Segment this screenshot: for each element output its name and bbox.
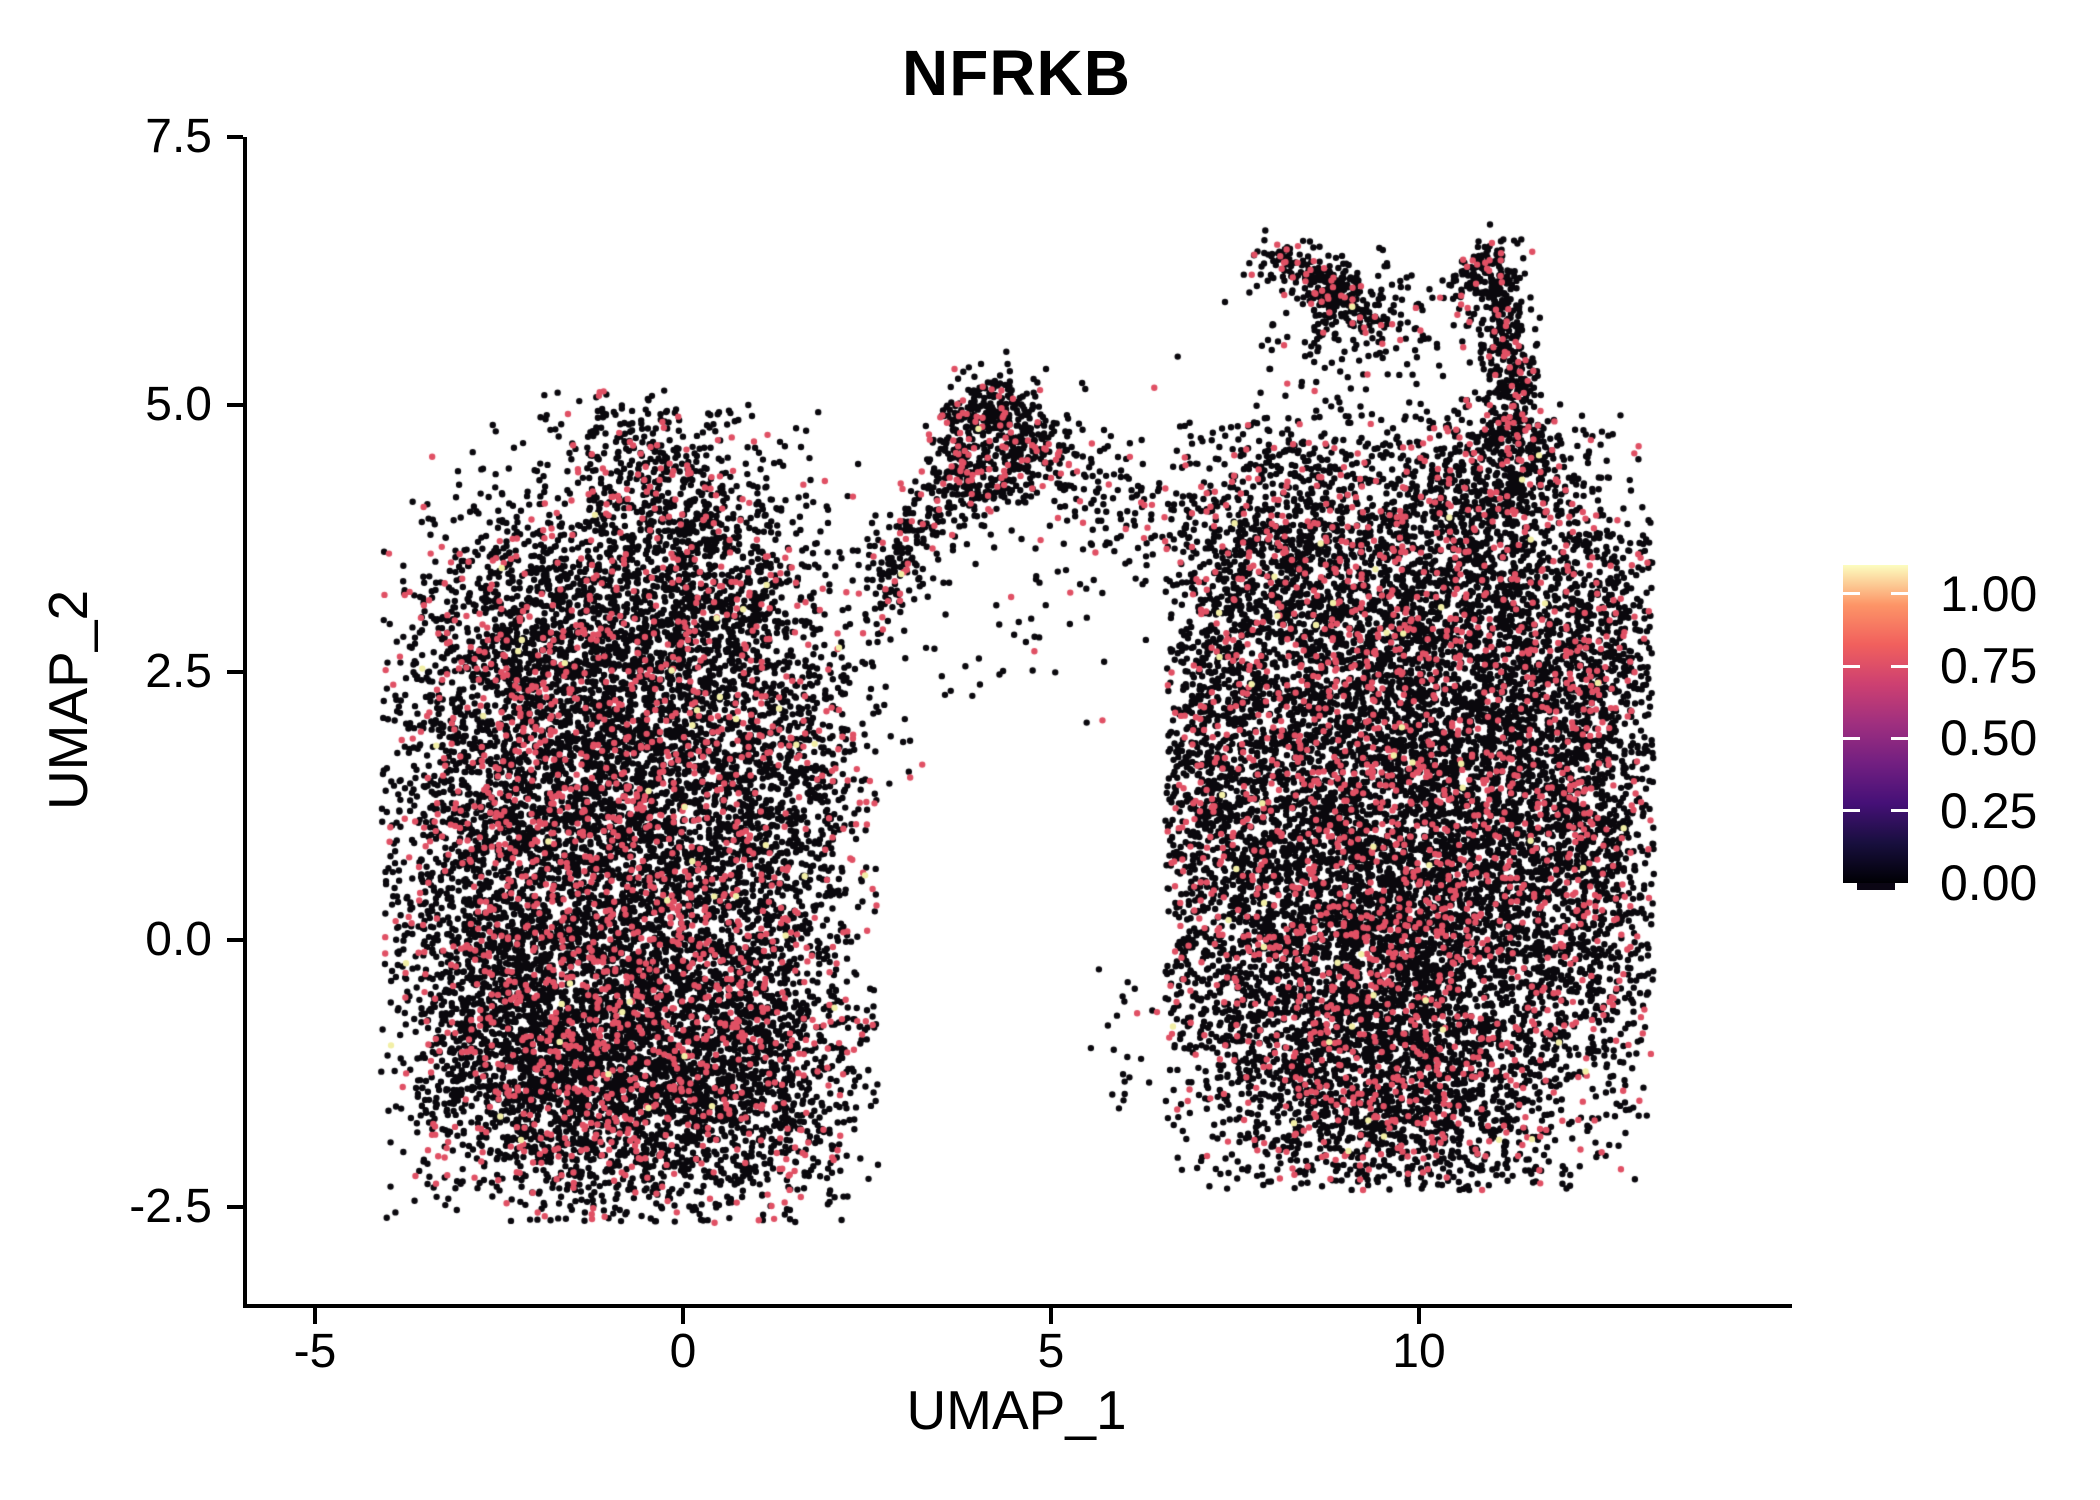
colorbar-tick-label: 0.00 (1940, 855, 2038, 911)
colorbar-tick-label: 1.00 (1940, 565, 2038, 622)
x-tick-mark (681, 1308, 685, 1324)
x-tick-label: 10 (1392, 1325, 1446, 1378)
y-tick-mark (227, 402, 243, 407)
x-tick-mark (1049, 1308, 1053, 1324)
x-tick-label: 0 (669, 1325, 697, 1378)
x-tick-mark (1417, 1308, 1421, 1324)
y-tick-mark (227, 670, 243, 674)
y-axis-title: UMAP_2 (37, 589, 99, 811)
y-tick-label: 2.5 (145, 645, 212, 698)
colorbar-tick-mark (1891, 592, 1908, 596)
colorbar-tick-mark (1843, 736, 1860, 740)
colorbar-tick-mark (1891, 809, 1908, 813)
colorbar-tick-label: 0.75 (1940, 638, 2038, 695)
x-tick-label: 5 (1037, 1325, 1065, 1378)
colorbar-tick-mark (1843, 664, 1860, 668)
colorbar-tick-label: 0.50 (1940, 710, 2038, 767)
colorbar-gradient (1843, 565, 1908, 883)
x-tick-label: -5 (293, 1325, 337, 1378)
y-tick-label: 7.5 (145, 110, 212, 163)
colorbar-tick-mark (1843, 809, 1860, 813)
y-tick-label: 5.0 (145, 377, 212, 431)
y-tick-mark (227, 135, 243, 139)
colorbar-tick-mark (1891, 664, 1908, 668)
x-axis-title: UMAP_1 (906, 1379, 1127, 1441)
y-tick-label: 0.0 (145, 912, 212, 966)
x-axis-line (243, 1304, 1792, 1308)
y-axis-line (243, 137, 247, 1308)
colorbar-tick-label: 0.25 (1940, 782, 2038, 839)
y-tick-mark (227, 937, 243, 942)
colorbar-tick-mark (1843, 592, 1860, 596)
y-tick-mark (227, 1205, 243, 1209)
colorbar-tick-mark (1891, 736, 1908, 740)
y-tick-label: -2.5 (129, 1180, 212, 1233)
x-tick-mark (313, 1308, 317, 1324)
colorbar-zero-tick (1857, 883, 1895, 890)
